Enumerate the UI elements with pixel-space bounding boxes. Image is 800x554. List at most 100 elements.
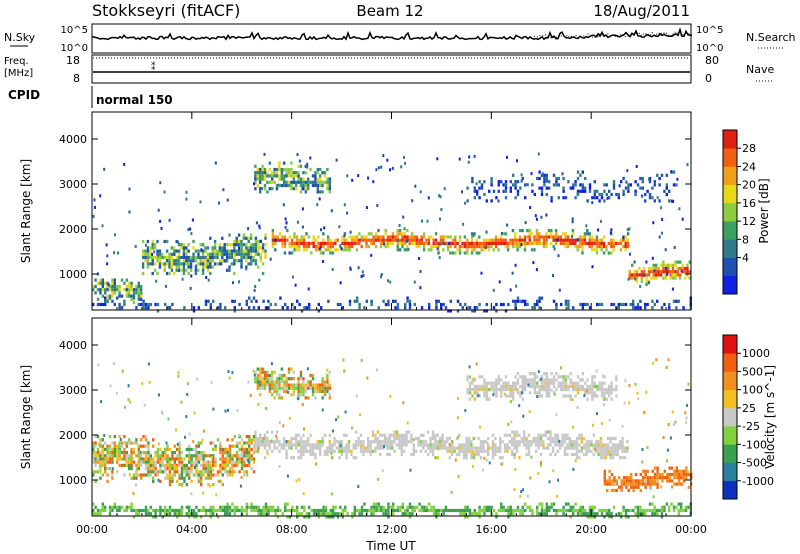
heatmap-cell bbox=[101, 284, 104, 289]
heatmap-cell bbox=[205, 276, 208, 279]
heatmap-cell bbox=[142, 306, 145, 310]
heatmap-cell bbox=[254, 164, 257, 168]
heatmap-cell bbox=[524, 502, 527, 506]
heatmap-cell bbox=[214, 444, 217, 448]
heatmap-cell bbox=[240, 508, 244, 513]
heatmap-cell bbox=[237, 252, 241, 256]
heatmap-cell bbox=[396, 232, 399, 236]
heatmap-cell bbox=[509, 384, 512, 388]
heatmap-cell bbox=[571, 446, 574, 450]
heatmap-cell bbox=[128, 467, 131, 471]
heatmap-cell bbox=[545, 179, 548, 183]
heatmap-cell bbox=[94, 441, 97, 445]
heatmap-cell bbox=[216, 470, 220, 474]
heatmap-cell bbox=[545, 245, 548, 249]
heatmap-cell bbox=[673, 472, 676, 477]
heatmap-cell bbox=[231, 470, 234, 474]
heatmap-cell bbox=[382, 238, 385, 242]
heatmap-cell bbox=[309, 373, 312, 378]
heatmap-cell bbox=[455, 436, 459, 441]
heatmap-cell bbox=[140, 463, 143, 467]
heatmap-cell bbox=[482, 241, 486, 245]
heatmap-cell bbox=[394, 299, 397, 303]
heatmap-cell bbox=[485, 397, 488, 401]
heatmap-cell bbox=[276, 505, 280, 509]
heatmap-cell bbox=[563, 452, 567, 457]
heatmap-cell bbox=[494, 446, 497, 450]
heatmap-cell bbox=[682, 469, 686, 473]
heatmap-cell bbox=[273, 171, 276, 175]
heatmap-cell bbox=[676, 266, 679, 271]
heatmap-cell bbox=[213, 255, 217, 260]
heatmap-cell bbox=[527, 433, 531, 437]
heatmap-cell bbox=[485, 391, 488, 395]
heatmap-cell bbox=[321, 436, 324, 441]
heatmap-cell bbox=[460, 449, 463, 453]
heatmap-cell bbox=[101, 508, 104, 513]
heatmap-cell bbox=[656, 476, 659, 480]
heatmap-cell bbox=[259, 433, 262, 437]
heatmap-cell bbox=[209, 508, 212, 513]
heatmap-cell bbox=[317, 512, 320, 516]
heatmap-cell bbox=[321, 443, 324, 447]
heatmap-cell bbox=[140, 444, 143, 448]
heatmap-cell bbox=[262, 299, 265, 303]
heatmap-cell bbox=[353, 299, 356, 303]
heatmap-cell bbox=[540, 192, 544, 197]
heatmap-cell bbox=[439, 238, 443, 242]
heatmap-cell bbox=[190, 467, 193, 471]
heatmap-cell bbox=[524, 196, 527, 200]
heatmap-cell bbox=[685, 416, 688, 420]
heatmap-cell bbox=[140, 291, 143, 295]
heatmap-cell bbox=[94, 463, 97, 467]
heatmap-cell bbox=[538, 296, 541, 300]
heatmap-cell bbox=[650, 266, 653, 271]
heatmap-cell bbox=[106, 460, 109, 464]
heatmap-cell bbox=[144, 438, 148, 442]
heatmap-cell bbox=[135, 441, 138, 445]
heatmap-cell bbox=[322, 241, 325, 245]
heatmap-cell bbox=[123, 451, 126, 455]
heatmap-cell bbox=[591, 201, 594, 205]
heatmap-cell bbox=[292, 171, 295, 175]
heatmap-cell bbox=[328, 386, 331, 390]
heatmap-cell bbox=[490, 180, 493, 184]
heatmap-cell bbox=[574, 245, 577, 249]
heatmap-cell bbox=[564, 196, 568, 200]
heatmap-cell bbox=[537, 440, 540, 444]
heatmap-cell bbox=[297, 386, 300, 390]
heatmap-cell bbox=[645, 480, 647, 483]
heatmap-cell bbox=[464, 201, 467, 205]
heatmap-cell bbox=[261, 249, 265, 253]
heatmap-cell bbox=[226, 457, 229, 461]
heatmap-cell bbox=[125, 444, 128, 448]
y-tick-label: 2000 bbox=[59, 429, 87, 442]
heatmap-cell bbox=[659, 263, 663, 267]
heatmap-cell bbox=[307, 440, 310, 444]
heatmap-cell bbox=[128, 463, 131, 467]
colorbar-frame bbox=[722, 334, 738, 500]
heatmap-cell bbox=[130, 294, 133, 298]
heatmap-cell bbox=[291, 275, 294, 279]
heatmap-cell bbox=[221, 236, 224, 240]
heatmap-cell bbox=[177, 371, 180, 375]
heatmap-cell bbox=[151, 262, 154, 266]
heatmap-cell bbox=[224, 306, 227, 310]
heatmap-cell bbox=[529, 476, 532, 480]
heatmap-cell bbox=[475, 362, 478, 366]
heatmap-cell bbox=[259, 367, 262, 371]
heatmap-cell bbox=[101, 454, 104, 458]
heatmap-cell bbox=[571, 235, 573, 239]
heatmap-cell bbox=[292, 187, 295, 191]
heatmap-cell bbox=[344, 410, 347, 414]
heatmap-cell bbox=[514, 232, 517, 236]
heatmap-cell bbox=[463, 452, 466, 457]
heatmap-cell bbox=[99, 302, 102, 307]
heatmap-cell bbox=[353, 508, 356, 513]
heatmap-cell bbox=[116, 505, 119, 509]
heatmap-cell bbox=[298, 238, 301, 242]
heatmap-cell bbox=[176, 512, 179, 516]
heatmap-cell bbox=[263, 177, 267, 181]
heatmap-cell bbox=[588, 183, 592, 187]
freq-unit-label: [MHz] bbox=[4, 68, 33, 79]
